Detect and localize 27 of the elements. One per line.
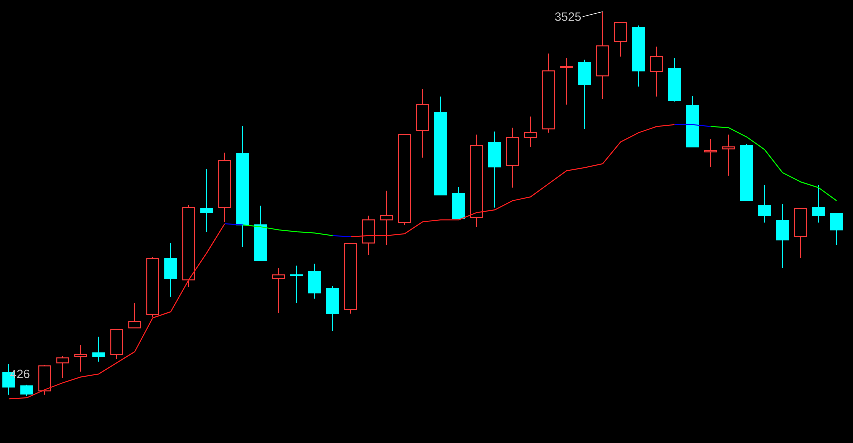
candlestick: [776, 204, 790, 269]
candlestick: [812, 184, 826, 224]
candlestick: [524, 116, 538, 148]
candlestick: [74, 344, 88, 372]
candlestick: [218, 152, 232, 223]
candlestick: [596, 11, 610, 100]
candlestick: [650, 46, 664, 98]
candlestick: [380, 190, 394, 246]
candlestick: [308, 263, 322, 300]
candlestick: [164, 242, 178, 298]
candlestick: [470, 134, 484, 228]
candlestick: [200, 168, 214, 233]
candlestick: [704, 138, 718, 168]
candlestick: [236, 126, 250, 248]
candlestick: [542, 53, 556, 134]
candlestick: [272, 268, 286, 314]
candlestick: [92, 336, 106, 362]
candlestick: [416, 88, 430, 158]
candlestick: [722, 134, 736, 176]
annotation: 426: [10, 370, 30, 378]
candlestick: [506, 127, 520, 188]
candlestick: [326, 286, 340, 332]
candlestick: [560, 58, 574, 106]
candlestick: [290, 265, 304, 304]
candlestick: [488, 131, 502, 208]
annotation: 3525: [555, 12, 582, 22]
candlestick: [758, 184, 772, 224]
